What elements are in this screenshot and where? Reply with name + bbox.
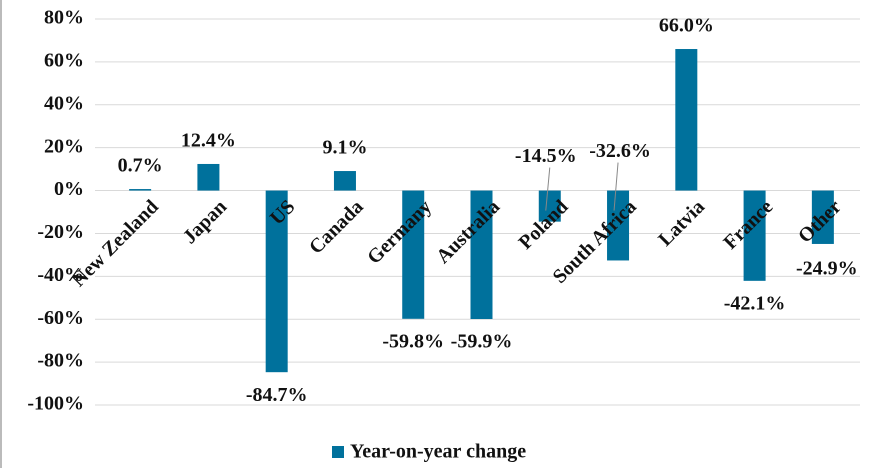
data-label: 9.1% <box>322 137 367 159</box>
bar <box>675 49 698 191</box>
bar <box>197 163 220 191</box>
data-label: -24.9% <box>796 258 858 280</box>
data-label: 66.0% <box>659 15 714 37</box>
y-tick-label: -20% <box>37 221 84 243</box>
data-label: -84.7% <box>246 384 308 406</box>
legend-label: Year-on-year change <box>350 441 526 463</box>
y-tick-label: 60% <box>44 49 84 71</box>
y-tick-label: -100% <box>27 393 84 415</box>
leader-line <box>613 162 619 211</box>
bar <box>333 171 356 191</box>
bar <box>811 190 834 244</box>
bar <box>538 190 561 222</box>
y-tick-label: -40% <box>37 264 84 286</box>
y-tick-label: -80% <box>37 350 84 372</box>
leader-line <box>545 167 551 211</box>
bar <box>129 189 152 191</box>
y-tick-label: 0% <box>54 178 84 200</box>
data-label: 12.4% <box>181 130 236 152</box>
data-label: -42.1% <box>724 292 786 314</box>
legend-swatch <box>332 446 344 458</box>
data-label: 0.7% <box>118 155 163 177</box>
bar <box>743 190 766 281</box>
bar <box>470 190 493 320</box>
data-label: -59.9% <box>451 331 513 353</box>
y-tick-label: 80% <box>44 7 84 29</box>
y-tick-label: 20% <box>44 135 84 157</box>
bar <box>402 190 425 319</box>
y-tick-label: -60% <box>37 307 84 329</box>
data-label: -32.6% <box>589 140 651 162</box>
data-label: -59.8% <box>382 330 444 352</box>
data-label: -14.5% <box>515 145 577 167</box>
y-tick-label: 40% <box>44 92 84 114</box>
bar <box>265 190 288 373</box>
bar <box>607 190 630 261</box>
